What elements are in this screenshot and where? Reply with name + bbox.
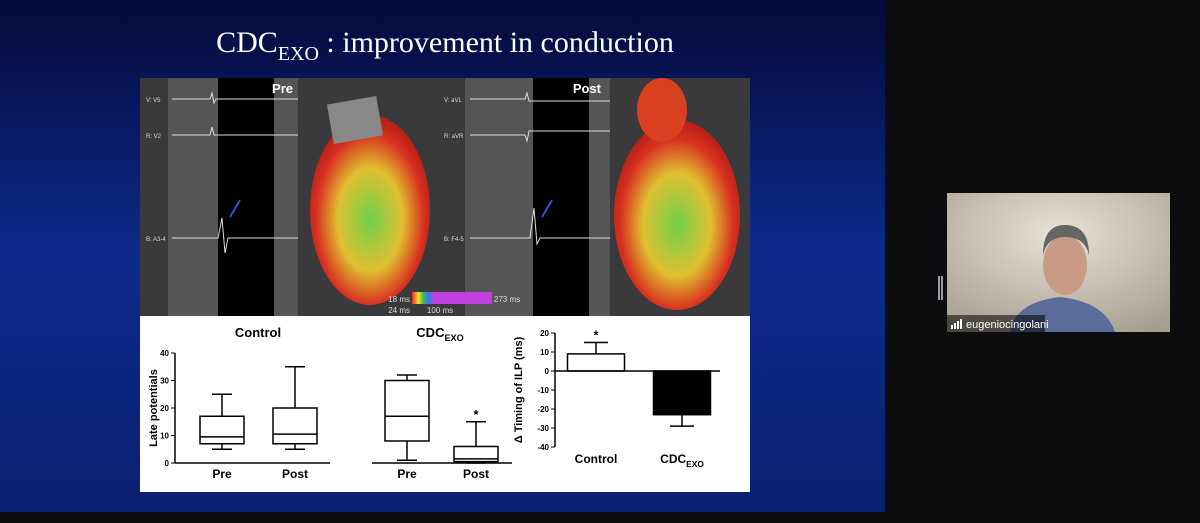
name-tag xyxy=(947,315,1045,332)
colorbar-label: 24 ms xyxy=(388,306,410,315)
label-sub: EXO xyxy=(686,459,704,469)
heart-map-post xyxy=(614,120,740,310)
mapping-images: 18 ms 24 ms 100 ms 273 ms Pre Post xyxy=(140,78,750,316)
post-label: Post xyxy=(573,81,602,96)
y-tick-label: -40 xyxy=(537,443,549,452)
video-tile: eugeniocingolani xyxy=(947,193,1170,332)
channel-label: V: V5 xyxy=(146,98,161,104)
y-tick-label: -30 xyxy=(537,424,549,433)
label: Post xyxy=(463,467,489,481)
y-tick-label: -10 xyxy=(537,386,549,395)
y-tick-label: 30 xyxy=(160,377,169,386)
image-labels: 18 ms 24 ms 100 ms 273 ms xyxy=(388,295,520,315)
label-main: CDC xyxy=(416,325,445,340)
y-tick-label: 20 xyxy=(540,329,549,338)
charts: V: V5 R: V2 B: A3-4 V: aVL R: aVR B: F4-5 Pre P… xyxy=(146,98,720,481)
label: Control xyxy=(235,325,281,340)
label: Pre xyxy=(397,467,417,481)
colorbar-label: 100 ms xyxy=(427,306,453,315)
ecg-window xyxy=(533,78,589,316)
y-tick-label: 10 xyxy=(540,348,549,357)
colorbar-label: 18 ms xyxy=(388,295,410,304)
bar xyxy=(566,353,626,372)
ecg-traces xyxy=(172,91,610,254)
y-tick-label: 10 xyxy=(160,432,169,441)
label-main: CDC xyxy=(660,452,686,466)
catheter-mesh xyxy=(326,95,384,145)
title-main: CDC xyxy=(216,26,278,59)
y-axis-label: Late potentials xyxy=(148,369,160,447)
y-tick-label: 20 xyxy=(160,404,169,413)
channel-label: R: V2 xyxy=(146,134,162,140)
title-sub: EXO xyxy=(278,43,319,65)
channel-label: B: F4-5 xyxy=(444,237,464,243)
person-hair xyxy=(1043,225,1089,255)
heart-map-post-top xyxy=(637,78,687,142)
slide-title: CDCEXO : improvement in conduction xyxy=(216,26,674,65)
bar xyxy=(652,370,712,416)
heart-map-pre xyxy=(310,115,430,305)
y-tick-label: 40 xyxy=(160,349,169,358)
annotation: * xyxy=(473,407,479,422)
channel-label: V: aVL xyxy=(444,98,462,104)
ecg-window xyxy=(218,78,274,316)
pre-label: Pre xyxy=(272,81,293,96)
box xyxy=(199,415,245,445)
label: CDCEXO xyxy=(416,325,463,343)
y-tick-label: 0 xyxy=(165,459,170,468)
y-tick-label: 0 xyxy=(545,367,550,376)
y-tick-label: -20 xyxy=(537,405,549,414)
title-rest: : improvement in conduction xyxy=(319,26,674,59)
label: Post xyxy=(282,467,308,481)
channel-label: R: aVR xyxy=(444,134,464,140)
color-bar xyxy=(412,292,492,304)
box xyxy=(272,407,318,445)
person-face xyxy=(1043,235,1087,295)
channel-label: B: A3-4 xyxy=(146,237,166,243)
annotation: * xyxy=(593,328,599,343)
box xyxy=(384,379,430,442)
label: Control xyxy=(575,452,618,466)
colorbar-label: 273 ms xyxy=(494,295,520,304)
y-axis-label: Δ Timing of ILP (ms) xyxy=(513,336,525,443)
box xyxy=(453,445,499,463)
signal-icon xyxy=(951,319,962,329)
label-sub: EXO xyxy=(444,333,463,343)
panel-handle[interactable] xyxy=(938,276,943,300)
label: Pre xyxy=(212,467,232,481)
label: CDCEXO xyxy=(660,452,704,469)
participant-name: eugeniocingolani xyxy=(966,319,1049,331)
arrows xyxy=(229,199,553,218)
